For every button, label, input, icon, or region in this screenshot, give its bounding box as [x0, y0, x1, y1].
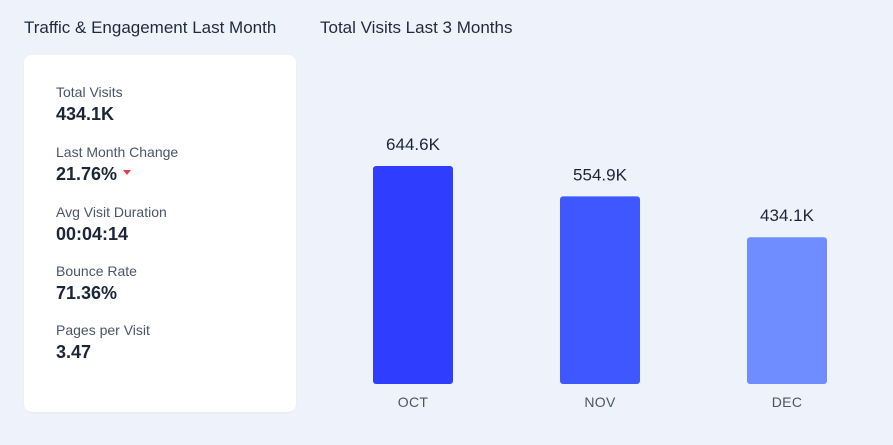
- stat-last-month-change: Last Month Change 21.76%: [56, 143, 178, 185]
- stat-value: 71.36%: [56, 283, 118, 303]
- bar-dec: [747, 237, 827, 384]
- stat-label: Pages per Visit: [56, 322, 150, 338]
- stat-label: Last Month Change: [56, 144, 179, 160]
- data-label-dec: 434.1K: [760, 206, 815, 225]
- stat-value: 00:04:14: [56, 224, 129, 244]
- x-tick-label-dec: DEC: [772, 394, 802, 410]
- caret-down-icon: [123, 169, 132, 175]
- data-label-nov: 554.9K: [573, 165, 628, 184]
- stat-label: Total Visits: [56, 84, 123, 100]
- stat-value: 21.76%: [56, 163, 178, 185]
- stat-value: 3.47: [56, 342, 92, 362]
- x-tick-label-nov: NOV: [584, 394, 616, 410]
- bar-oct: [373, 166, 453, 384]
- stats-card: Total Visits 434.1K Last Month Change 21…: [24, 55, 296, 412]
- x-tick-label-oct: OCT: [398, 394, 429, 410]
- stat-value: 434.1K: [56, 104, 115, 124]
- chart-title: Total Visits Last 3 Months: [320, 18, 513, 37]
- stat-avg-visit-duration: Avg Visit Duration 00:04:14: [56, 203, 167, 245]
- stat-label: Bounce Rate: [56, 263, 137, 279]
- stat-label: Avg Visit Duration: [56, 204, 167, 220]
- bar-chart: 644.6K OCT 554.9K NOV 434.1K DEC: [373, 135, 827, 410]
- bar-nov: [560, 196, 640, 384]
- stats-panel-title: Traffic & Engagement Last Month: [24, 18, 277, 37]
- stat-pages-per-visit: Pages per Visit 3.47: [56, 321, 150, 363]
- data-label-oct: 644.6K: [386, 135, 441, 154]
- stat-total-visits: Total Visits 434.1K: [56, 83, 123, 125]
- stat-bounce-rate: Bounce Rate 71.36%: [56, 262, 137, 304]
